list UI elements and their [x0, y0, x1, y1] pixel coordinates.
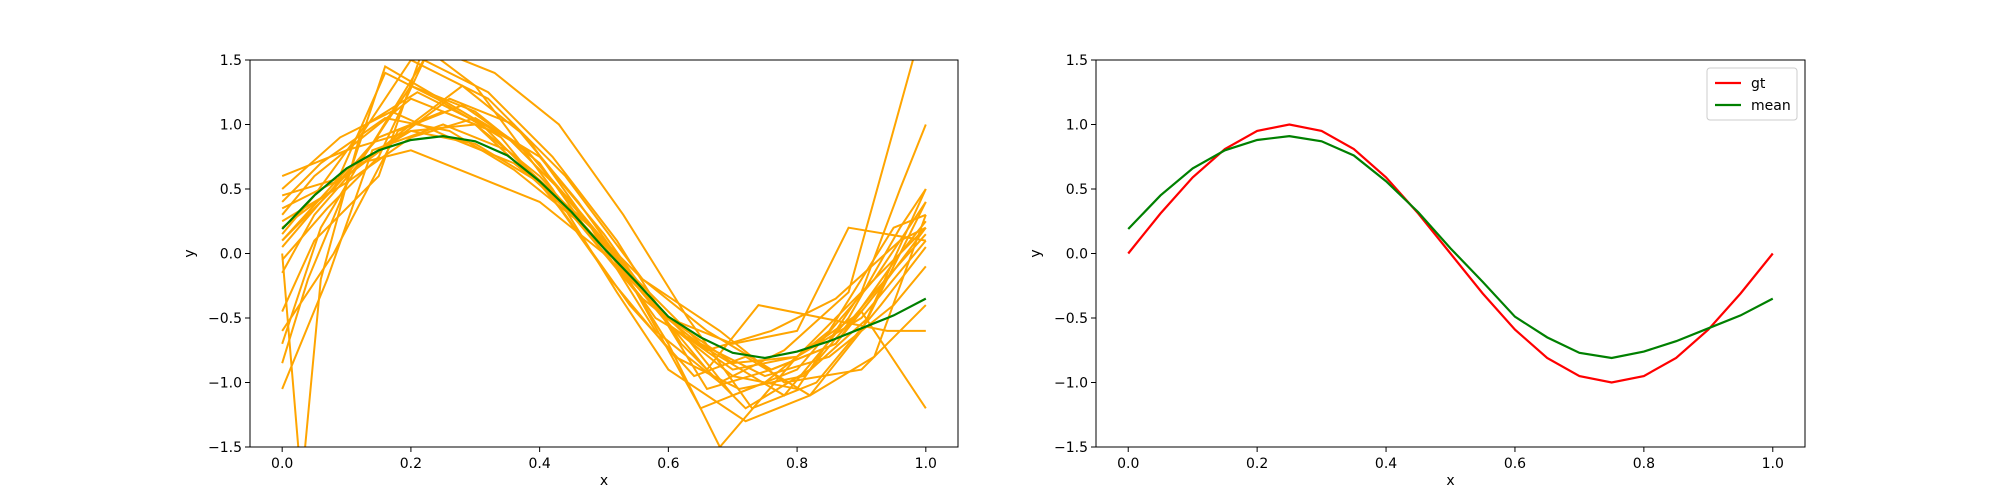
- y-tick-label: 0.0: [220, 247, 242, 263]
- sample-line-19: [281, 116, 927, 352]
- legend-label-gt: gt: [1751, 76, 1766, 92]
- x-tick-label: 0.8: [1633, 456, 1655, 472]
- legend: gt mean: [1706, 67, 1798, 121]
- plot-area: [281, 60, 927, 447]
- chart-panel-2: 0.0 0.2 0.4 0.6 0.8 1.0 −1.5 −1.0 −0.5 0.0 0.5 1.0 1…: [1028, 53, 1806, 489]
- series-line-mean: [281, 134, 927, 360]
- y-tick-label: −0.5: [1054, 311, 1088, 327]
- x-axis-label: x: [600, 473, 608, 489]
- x-tick-label: 0.4: [529, 456, 551, 472]
- x-tick-label: 1.0: [1762, 456, 1784, 472]
- x-tick-label: 0.0: [271, 456, 293, 472]
- y-tick-label: 1.0: [220, 118, 242, 134]
- sample-line-20: [281, 124, 927, 391]
- x-tick-label: 0.0: [1117, 456, 1139, 472]
- y-tick-label: −1.5: [208, 440, 242, 456]
- y-tick-label: 0.0: [1066, 247, 1088, 263]
- x-tick-label: 0.2: [1246, 456, 1268, 472]
- y-tick-label: −1.0: [1054, 376, 1088, 392]
- x-tick-label: 0.2: [400, 456, 422, 472]
- y-tick-label: 1.5: [220, 53, 242, 69]
- y-tick-label: −0.5: [208, 311, 242, 327]
- sample-line-12: [281, 84, 927, 397]
- plot-area: [1127, 123, 1774, 384]
- y-tick-label: 1.5: [1066, 53, 1088, 69]
- x-tick-label: 1.0: [915, 456, 937, 472]
- sample-line-16: [281, 116, 927, 409]
- sample-line-18: [281, 60, 914, 384]
- sample-line-14: [281, 110, 927, 371]
- sample-line-13: [281, 60, 927, 410]
- series-line-gt: [1127, 123, 1774, 384]
- y-tick-label: −1.0: [208, 376, 242, 392]
- x-tick-label: 0.6: [657, 456, 679, 472]
- sample-line-17: [281, 91, 927, 390]
- x-tick-label: 0.6: [1504, 456, 1526, 472]
- legend-label-mean: mean: [1751, 98, 1791, 114]
- x-tick-label: 0.4: [1375, 456, 1397, 472]
- y-tick-label: −1.5: [1054, 440, 1088, 456]
- y-axis-label: y: [182, 249, 198, 257]
- x-tick-label: 0.8: [786, 456, 808, 472]
- legend-box: [1706, 67, 1798, 121]
- chart-panel-1: 0.0 0.2 0.4 0.6 0.8 1.0 −1.5 −1.0 −0.5 0.0 0.5 1.0 1…: [182, 53, 959, 489]
- sample-line-6: [281, 123, 927, 391]
- y-tick-label: 0.5: [1066, 182, 1088, 198]
- y-axis-label: y: [1028, 249, 1044, 257]
- series-line-mean: [1127, 134, 1774, 360]
- y-tick-label: 0.5: [220, 182, 242, 198]
- y-tick-label: 1.0: [1066, 118, 1088, 134]
- x-axis-label: x: [1446, 473, 1454, 489]
